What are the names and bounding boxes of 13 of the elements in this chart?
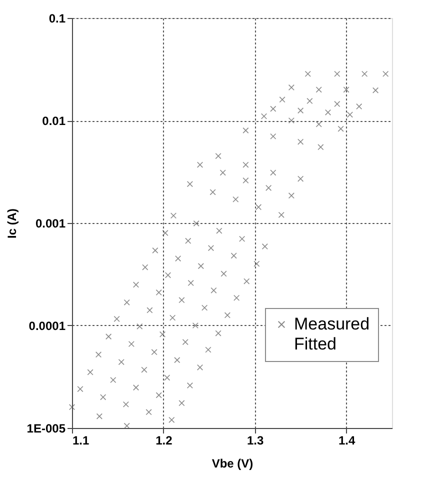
- x-tick-label: 1.1: [72, 434, 90, 448]
- y-axis-title: Ic (A): [4, 208, 19, 238]
- y-tick-label: 1E-005: [26, 422, 66, 436]
- y-tick-label: 0.1: [48, 12, 66, 26]
- y-tick-label: 0.001: [35, 216, 66, 230]
- text: Fitted: [294, 334, 337, 354]
- x-axis-title: Vbe (V): [212, 456, 254, 470]
- y-tick-label: 0.0001: [28, 319, 66, 333]
- x-tick-label: 1.4: [338, 434, 356, 448]
- legend-label: Measured: [294, 314, 370, 334]
- x-tick-label: 1.3: [247, 434, 264, 448]
- y-tick-label: 0.01: [42, 114, 66, 128]
- x-tick-label: 1.2: [156, 434, 173, 448]
